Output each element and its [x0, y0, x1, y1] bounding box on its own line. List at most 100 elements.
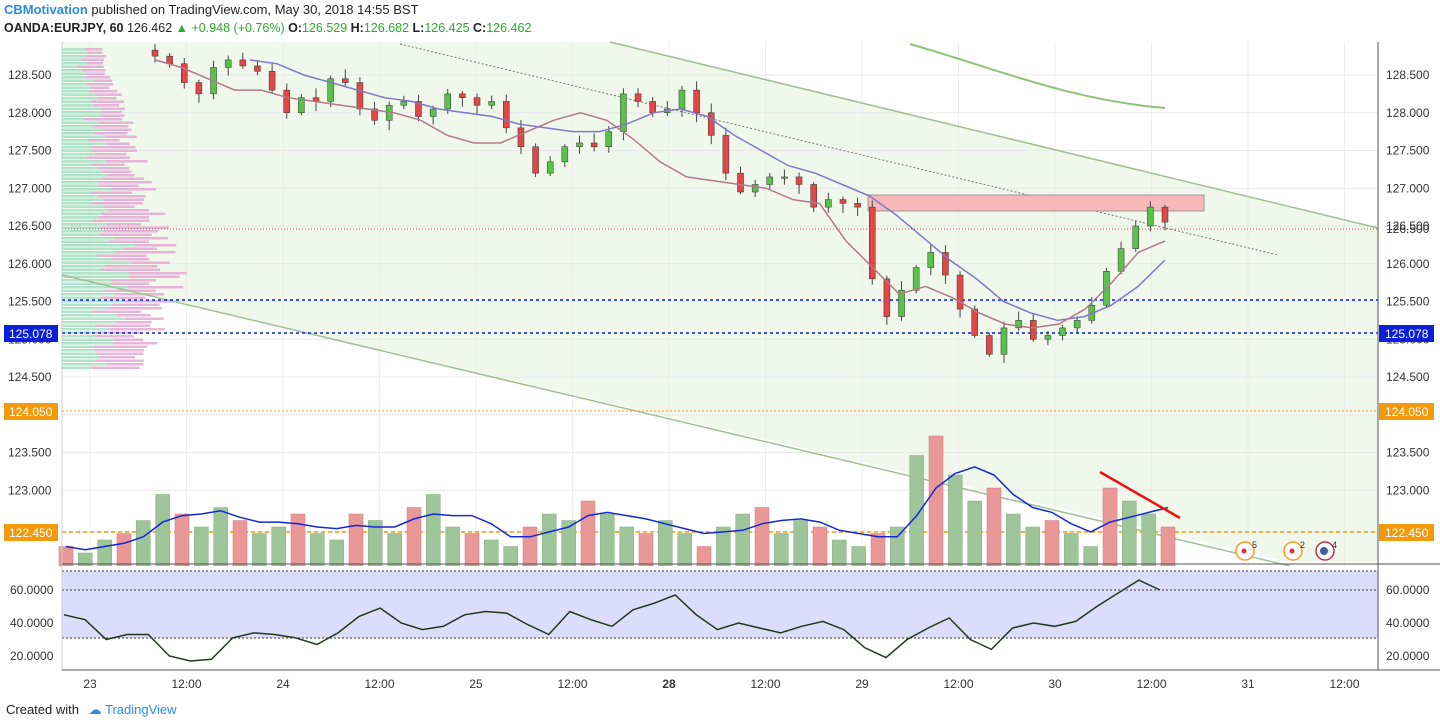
high-label: H: [350, 21, 364, 35]
profile-bar-sell [112, 342, 158, 345]
created-with: Created with [6, 702, 79, 717]
profile-bar-buy [62, 342, 113, 345]
rsi-line [63, 579, 1161, 662]
candle-body [254, 65, 261, 72]
volume-bar [1044, 520, 1060, 567]
profile-bar-sell [111, 303, 160, 306]
volume-bar [1102, 487, 1118, 567]
profile-bar-sell [98, 216, 150, 219]
y-tick-right: 123.000 [1386, 483, 1430, 497]
author-link[interactable]: CBMotivation [4, 2, 88, 17]
y-tick-right: 125.500 [1386, 295, 1430, 309]
profile-bar-sell [86, 83, 114, 86]
profile-bar-buy [62, 100, 92, 103]
profile-bar-buy [62, 58, 82, 61]
profile-bar-buy [62, 359, 96, 362]
profile-bar-sell [106, 223, 141, 226]
y-tick-right: 127.500 [1386, 144, 1430, 158]
profile-bar-sell [91, 366, 140, 369]
profile-bar-buy [62, 177, 101, 180]
profile-bar-buy [62, 251, 116, 254]
candle-body [737, 172, 744, 193]
candle-body [224, 59, 232, 68]
volume-bar [909, 455, 924, 567]
candle-body [854, 203, 861, 208]
candle-body [898, 289, 905, 317]
volume-bar [484, 539, 499, 567]
svg-text:124.050: 124.050 [1385, 405, 1429, 419]
profile-bar-sell [106, 209, 149, 212]
profile-bar-sell [125, 300, 173, 303]
profile-bar-buy [62, 202, 91, 205]
candle-body [971, 308, 978, 336]
price-chart[interactable]: 5 2 4 60.0000 60.0000 40.0000 40.0000 20.000… [0, 0, 1440, 700]
candle-body [181, 63, 188, 83]
profile-bar-sell [86, 156, 131, 159]
profile-bar-buy [62, 118, 85, 121]
profile-bar-buy [62, 205, 104, 208]
profile-bar-sell [91, 86, 110, 89]
marker-2[interactable]: 2 [1283, 540, 1305, 561]
volume-bar [600, 513, 615, 567]
profile-bar-sell [81, 69, 106, 72]
profile-bar-sell [111, 258, 150, 261]
profile-bar-buy [62, 261, 131, 264]
low-value: 126.425 [424, 21, 470, 35]
profile-bar-sell [89, 90, 118, 93]
candle-body [444, 93, 452, 110]
candle-body [781, 176, 788, 179]
tag-124-050-right: 124.050 [1379, 403, 1434, 420]
volume-bar [1083, 546, 1098, 567]
volume-bar [580, 500, 596, 567]
rsi-tick-left: 20.0000 [10, 649, 54, 663]
y-tick-right: 123.500 [1386, 446, 1430, 460]
profile-bar-buy [62, 349, 95, 352]
profile-bar-buy [62, 174, 108, 177]
profile-bar-sell [108, 240, 149, 243]
candle-body [1132, 225, 1139, 249]
volume-bar [522, 526, 538, 567]
profile-bar-sell [94, 349, 144, 352]
rsi-tick-right: 40.0000 [1386, 616, 1430, 630]
y-tick-right: 126.500 [1386, 219, 1430, 233]
profile-bar-sell [101, 170, 132, 173]
candle-body [1044, 335, 1052, 340]
profile-bar-sell [94, 104, 120, 107]
profile-bar-buy [62, 198, 104, 201]
profile-bar-sell [111, 188, 157, 191]
candle-body [678, 89, 686, 110]
profile-bar-buy [62, 146, 92, 149]
profile-bar-buy [62, 286, 127, 289]
profile-bar-buy [62, 125, 94, 128]
profile-bar-sell [99, 114, 125, 117]
y-tick-left: 127.000 [8, 181, 52, 195]
y-tick-right: 124.500 [1386, 370, 1430, 384]
profile-bar-buy [62, 76, 85, 79]
candle-body [986, 335, 993, 355]
candle-body [1161, 206, 1169, 223]
volume-bar [793, 520, 808, 567]
marker-4[interactable]: 4 [1315, 540, 1337, 561]
tag-122-450-right: 122.450 [1379, 524, 1434, 541]
profile-bar-buy [62, 321, 117, 324]
profile-bar-buy [62, 107, 102, 110]
candle-body [722, 135, 730, 174]
profile-bar-buy [62, 48, 85, 51]
candle-body [649, 101, 656, 114]
profile-bar-buy [62, 237, 115, 240]
marker-5[interactable]: 5 [1235, 540, 1257, 561]
candle-body [927, 252, 935, 268]
volume-bar [213, 507, 228, 567]
volume-bar [851, 546, 866, 567]
volume-bar [503, 546, 518, 567]
profile-bar-buy [62, 366, 92, 369]
profile-bar-buy [62, 86, 92, 89]
profile-bar-buy [62, 90, 90, 93]
profile-bar-buy [62, 104, 95, 107]
tradingview-logo-link[interactable]: ☁ TradingView [88, 702, 177, 717]
candle-body [415, 101, 422, 117]
volume-bar [1064, 533, 1079, 567]
x-tick-label: 12:00 [943, 677, 973, 691]
volume-bar [735, 513, 750, 567]
profile-bar-sell [93, 132, 128, 135]
